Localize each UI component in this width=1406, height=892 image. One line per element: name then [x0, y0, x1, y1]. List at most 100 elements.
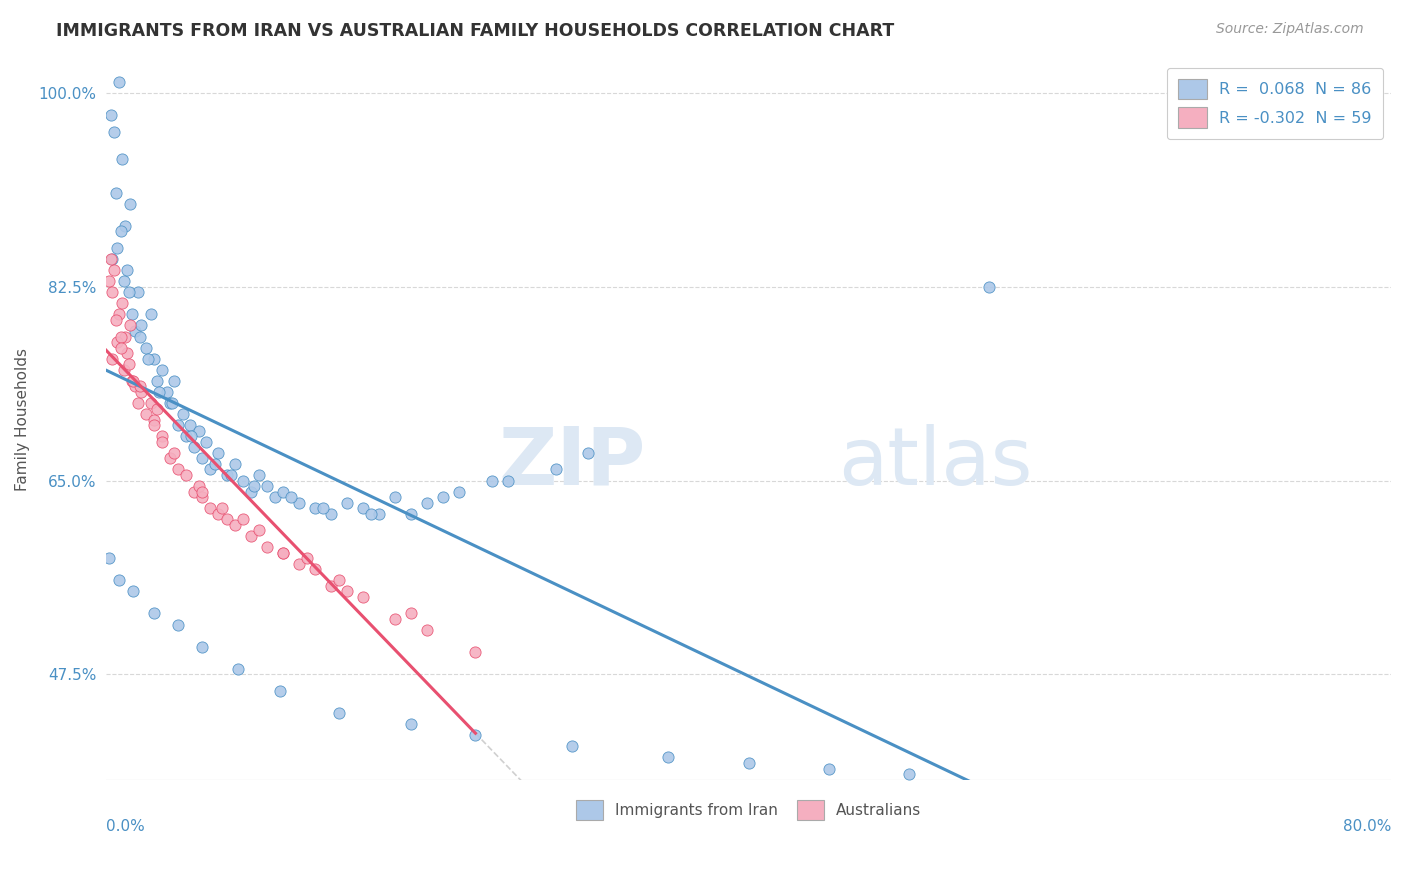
Point [319, 507, 342, 521]
Point [416, 496, 439, 510]
Point [328, 706, 350, 721]
Point [544, 462, 567, 476]
Point [191, 640, 214, 654]
Point [399, 607, 422, 621]
Point [737, 756, 759, 770]
Point [288, 496, 311, 510]
Point [156, 384, 179, 399]
Point [271, 545, 294, 559]
Point [183, 440, 205, 454]
Point [101, 351, 124, 366]
Point [176, 429, 198, 443]
Point [576, 446, 599, 460]
Point [104, 313, 127, 327]
Point [368, 507, 391, 521]
Point [204, 457, 226, 471]
Point [100, 108, 122, 122]
Point [194, 434, 217, 449]
Point [183, 484, 205, 499]
Point [122, 374, 145, 388]
Point [98, 551, 121, 566]
Point [108, 75, 131, 89]
Point [224, 457, 246, 471]
Point [103, 125, 125, 139]
Point [416, 623, 439, 637]
Point [127, 396, 149, 410]
Point [111, 296, 134, 310]
Point [360, 507, 382, 521]
Point [352, 590, 374, 604]
Point [269, 684, 291, 698]
Point [121, 374, 143, 388]
Point [104, 186, 127, 200]
Point [232, 512, 254, 526]
Point [304, 562, 326, 576]
Point [117, 285, 139, 300]
Point [143, 418, 166, 433]
Y-axis label: Family Households: Family Households [15, 348, 30, 491]
Point [336, 496, 359, 510]
Point [312, 501, 335, 516]
Point [167, 462, 190, 476]
Point [167, 617, 190, 632]
Point [280, 490, 302, 504]
Text: ZIP: ZIP [499, 424, 645, 502]
Point [114, 329, 136, 343]
Point [111, 153, 134, 167]
Point [179, 418, 201, 433]
Point [352, 501, 374, 516]
Point [657, 750, 679, 764]
Point [243, 479, 266, 493]
Point [221, 468, 243, 483]
Point [100, 252, 122, 266]
Point [207, 507, 229, 521]
Point [561, 739, 583, 754]
Point [112, 274, 135, 288]
Point [108, 307, 131, 321]
Point [191, 451, 214, 466]
Point [150, 434, 173, 449]
Point [120, 318, 142, 333]
Point [148, 384, 170, 399]
Point [139, 307, 162, 321]
Point [256, 540, 278, 554]
Point [146, 401, 169, 416]
Point [224, 517, 246, 532]
Point [150, 429, 173, 443]
Point [496, 474, 519, 488]
Point [150, 363, 173, 377]
Text: 0.0%: 0.0% [105, 819, 145, 834]
Point [239, 529, 262, 543]
Point [135, 341, 157, 355]
Point [105, 334, 128, 349]
Point [464, 728, 486, 742]
Point [200, 462, 222, 476]
Text: Source: ZipAtlas.com: Source: ZipAtlas.com [1216, 22, 1364, 37]
Point [167, 418, 190, 433]
Point [188, 424, 211, 438]
Point [271, 545, 294, 559]
Point [319, 579, 342, 593]
Point [263, 490, 285, 504]
Point [384, 612, 406, 626]
Point [191, 484, 214, 499]
Point [162, 374, 184, 388]
Point [112, 363, 135, 377]
Point [135, 407, 157, 421]
Point [120, 196, 142, 211]
Point [432, 490, 454, 504]
Point [207, 446, 229, 460]
Point [105, 241, 128, 255]
Point [124, 379, 146, 393]
Point [136, 351, 159, 366]
Point [180, 429, 202, 443]
Point [139, 396, 162, 410]
Point [449, 484, 471, 499]
Point [162, 446, 184, 460]
Point [122, 584, 145, 599]
Point [979, 279, 1001, 293]
Point [121, 307, 143, 321]
Point [226, 662, 249, 676]
Point [288, 557, 311, 571]
Point [176, 468, 198, 483]
